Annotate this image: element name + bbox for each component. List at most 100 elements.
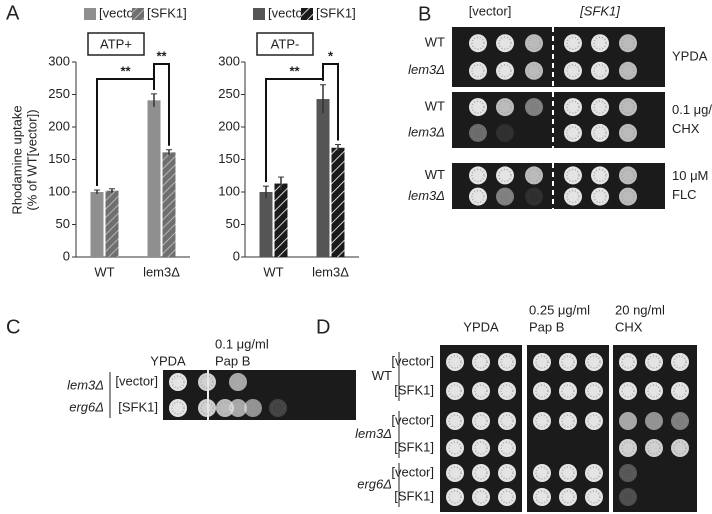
colony-spot <box>585 464 603 482</box>
colony-spot <box>469 61 487 80</box>
colony-spot <box>591 187 609 206</box>
colony-texture <box>561 355 575 369</box>
colony-texture <box>587 490 601 504</box>
colony-spot <box>671 439 689 457</box>
bar <box>147 100 161 257</box>
colony-spot <box>469 34 487 53</box>
colony-spot <box>619 187 637 206</box>
legend-swatch <box>301 8 313 20</box>
y-tick-label: 50 <box>56 216 70 231</box>
colony-spot <box>525 98 543 117</box>
colony-spot <box>533 412 551 430</box>
colony-texture <box>593 168 607 183</box>
y-tick-label: 200 <box>48 118 70 133</box>
label: [SFK1] <box>394 382 434 397</box>
colony-texture <box>621 441 635 455</box>
colony-texture <box>474 490 488 504</box>
x-tick-label: WT <box>94 264 114 279</box>
label: [SFK1] <box>394 488 434 503</box>
colony-spot <box>472 464 490 482</box>
panel-letter: A <box>6 2 20 24</box>
colony-spot <box>559 353 577 371</box>
colony-texture <box>593 100 607 114</box>
x-tick-label: WT <box>263 264 283 279</box>
colony-spot <box>269 399 287 417</box>
significance-bracket <box>265 78 324 183</box>
colony-texture <box>200 375 214 389</box>
colony-spot <box>591 34 609 53</box>
colony-texture <box>621 466 635 480</box>
label: WT <box>425 35 445 50</box>
colony-texture <box>448 355 462 369</box>
x-tick-label: lem3Δ <box>312 264 349 279</box>
colony-texture <box>535 355 549 369</box>
colony-spot <box>585 488 603 506</box>
colony-spot <box>564 34 582 53</box>
colony-texture <box>500 384 514 398</box>
colony-spot <box>198 373 216 391</box>
label: CHX <box>672 121 700 136</box>
colony-texture <box>474 355 488 369</box>
colony-texture <box>448 384 462 398</box>
colony-spot <box>619 166 637 185</box>
colony-texture <box>621 414 635 428</box>
colony-spot <box>498 464 516 482</box>
colony-texture <box>448 490 462 504</box>
colony-texture <box>587 414 601 428</box>
colony-spot <box>472 353 490 371</box>
colony-texture <box>535 466 549 480</box>
chart-title: ATP+ <box>100 36 132 51</box>
colony-spot <box>591 123 609 142</box>
colony-spot <box>619 353 637 371</box>
colony-spot <box>645 439 663 457</box>
colony-spot <box>671 412 689 430</box>
colony-spot <box>591 166 609 185</box>
legend-label: [SFK1] <box>316 5 356 20</box>
colony-texture <box>673 441 687 455</box>
label: YPDA <box>672 48 708 63</box>
label: lem3Δ <box>408 62 445 77</box>
label: [vector] <box>115 373 158 388</box>
colony-texture <box>498 64 512 78</box>
colony-texture <box>647 414 661 428</box>
colony-spot <box>533 464 551 482</box>
colony-texture <box>500 466 514 480</box>
colony-spot <box>645 382 663 400</box>
bar <box>331 147 345 257</box>
legend-swatch <box>84 8 96 20</box>
colony-texture <box>471 168 485 183</box>
legend-swatch <box>253 8 265 20</box>
y-tick-label: 200 <box>218 118 240 133</box>
label: [vector] <box>391 464 434 479</box>
y-tick-label: 100 <box>218 183 240 198</box>
y-tick-label: 300 <box>218 53 240 68</box>
colony-spot <box>498 439 516 457</box>
colony-texture <box>566 100 580 114</box>
colony-texture <box>561 384 575 398</box>
colony-spot <box>525 61 543 80</box>
colony-texture <box>448 441 462 455</box>
colony-texture <box>621 168 635 183</box>
colony-spot <box>671 353 689 371</box>
colony-spot <box>533 353 551 371</box>
colony-texture <box>218 401 232 415</box>
colony-spot <box>472 412 490 430</box>
colony-texture <box>647 384 661 398</box>
colony-spot <box>469 166 487 185</box>
label: [vector] <box>391 353 434 368</box>
colony-spot <box>498 412 516 430</box>
colony-spot <box>469 123 487 142</box>
y-tick-label: 50 <box>226 216 240 231</box>
colony-spot <box>559 464 577 482</box>
colony-texture <box>647 355 661 369</box>
colony-texture <box>498 189 512 204</box>
colony-texture <box>566 168 580 183</box>
colony-texture <box>621 36 635 50</box>
colony-spot <box>496 98 514 117</box>
title-box <box>256 32 314 56</box>
colony-texture <box>566 126 580 140</box>
panel-letter: C <box>6 316 20 338</box>
colony-texture <box>271 401 285 415</box>
colony-spot <box>619 98 637 117</box>
